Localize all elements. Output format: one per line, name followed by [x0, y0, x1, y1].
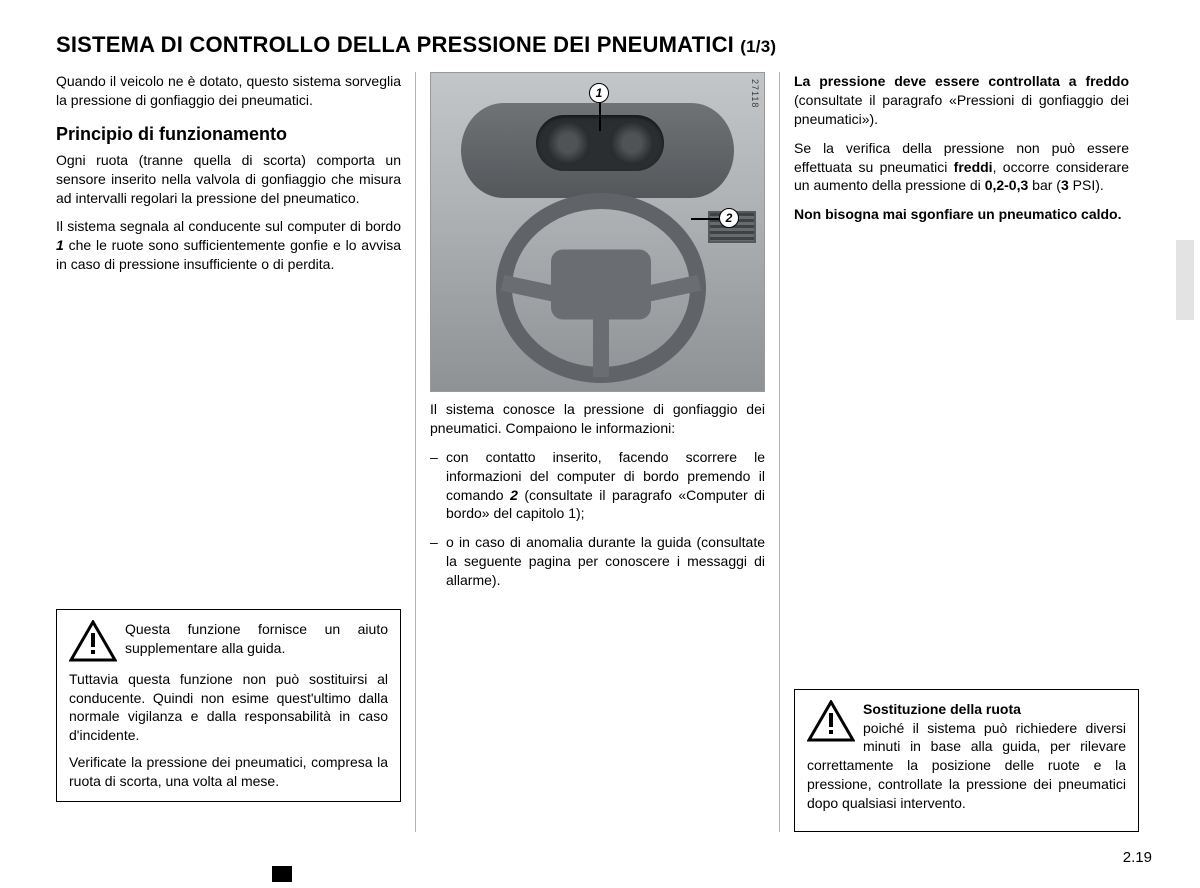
steering-wheel	[496, 193, 706, 383]
warning-box-driving-aid: Questa funzione fornisce un aiuto supple…	[56, 609, 401, 802]
warn1-p2: Tuttavia questa funzione non può sostitu…	[69, 670, 388, 746]
cold-pressure-p1: La pressione deve essere controllata a f…	[794, 72, 1129, 129]
warn2-title: Sostituzione della ruota	[863, 701, 1021, 717]
registration-mark	[272, 866, 292, 882]
hot-tire-warning: Non bisogna mai sgonfiare un pneumatico …	[794, 205, 1129, 224]
column-middle: 27118 1 2 Il sistema c	[420, 72, 775, 832]
column-separator	[415, 72, 416, 832]
list-item: o in caso di anomalia durante la guida (…	[430, 533, 765, 590]
callout-2: 2	[719, 208, 739, 228]
callout-1: 1	[589, 83, 609, 103]
page-edge-tab	[1176, 240, 1194, 320]
title-part: (1/3)	[740, 37, 776, 56]
principle-p2: Il sistema segnala al conducente sul com…	[56, 217, 401, 274]
operating-principle-heading: Principio di funzionamento	[56, 124, 401, 145]
principle-p1: Ogni ruota (tranne quella di scorta) com…	[56, 151, 401, 208]
warn1-p3: Verificate la pressione dei pneumatici, …	[69, 753, 388, 791]
image-code: 27118	[750, 79, 760, 108]
column-separator	[779, 72, 780, 832]
cold-pressure-p2: Se la verifica della pressione non può e…	[794, 139, 1129, 196]
page-number: 2.19	[1123, 849, 1152, 866]
column-layout: Quando il veicolo ne è dotato, questo si…	[56, 72, 1152, 832]
intro-text: Quando il veicolo ne è dotato, questo si…	[56, 72, 401, 110]
list-item: con contatto inserito, facendo scorrere …	[430, 448, 765, 524]
dashboard-illustration: 27118 1 2	[430, 72, 765, 392]
title-main: SISTEMA DI CONTROLLO DELLA PRESSIONE DEI…	[56, 32, 740, 57]
page-title: SISTEMA DI CONTROLLO DELLA PRESSIONE DEI…	[56, 32, 1152, 58]
warning-triangle-icon	[807, 700, 855, 742]
warning-box-wheel-replacement: Sostituzione della ruota poiché il siste…	[794, 689, 1139, 832]
figure-caption: Il sistema conosce la pressione di gonfi…	[430, 400, 765, 438]
manual-page: SISTEMA DI CONTROLLO DELLA PRESSIONE DEI…	[0, 0, 1200, 888]
column-right: La pressione deve essere controllata a f…	[784, 72, 1139, 832]
warning-triangle-icon	[69, 620, 117, 662]
warn1-p1: Questa funzione fornisce un aiuto supple…	[125, 621, 388, 656]
column-left: Quando il veicolo ne è dotato, questo si…	[56, 72, 411, 832]
info-list: con contatto inserito, facendo scorrere …	[430, 448, 765, 590]
